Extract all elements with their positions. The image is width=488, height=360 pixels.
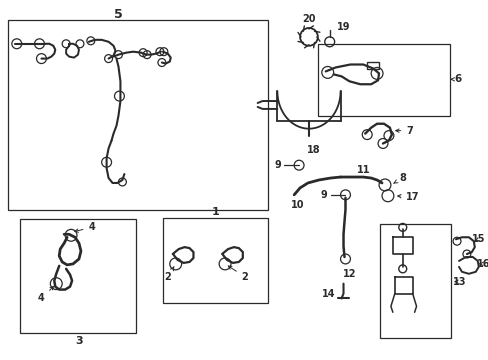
Text: 9: 9 (274, 160, 281, 170)
Text: 17: 17 (397, 192, 419, 202)
Text: 6: 6 (450, 74, 461, 84)
Text: 1: 1 (211, 207, 219, 217)
Text: 4: 4 (75, 222, 95, 233)
Text: 2: 2 (228, 266, 248, 282)
Text: 2: 2 (164, 266, 174, 282)
Text: 19: 19 (336, 22, 349, 32)
Bar (317, 44, 449, 116)
Bar (163, 217, 268, 303)
Text: 13: 13 (452, 277, 466, 287)
Text: 9: 9 (320, 190, 326, 200)
Text: 15: 15 (471, 234, 485, 244)
Text: 14: 14 (321, 288, 335, 298)
Text: 5: 5 (114, 8, 122, 21)
Text: 8: 8 (393, 173, 406, 183)
Text: 7: 7 (395, 126, 412, 136)
Bar (8, 20, 268, 210)
Bar (20, 220, 136, 333)
Bar (379, 224, 450, 338)
Text: 18: 18 (306, 145, 320, 156)
Text: 10: 10 (291, 200, 304, 210)
Bar (366, 62, 378, 69)
Text: 20: 20 (302, 14, 315, 24)
Text: 3: 3 (75, 336, 82, 346)
Text: 4: 4 (38, 286, 53, 303)
Text: 11: 11 (356, 165, 369, 175)
Text: 12: 12 (342, 269, 355, 279)
Text: 16: 16 (476, 259, 488, 269)
